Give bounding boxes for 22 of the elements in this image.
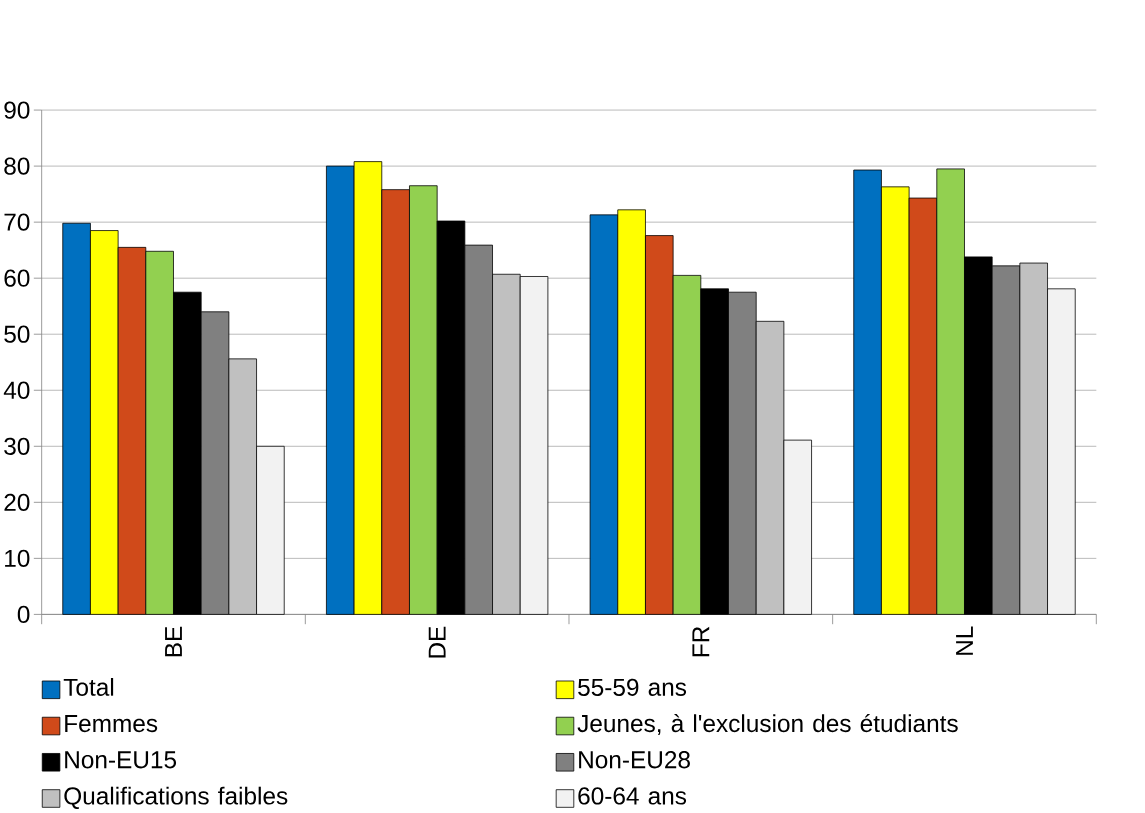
- y-tick-label: 30: [4, 437, 30, 455]
- y-tick-label: 0: [17, 605, 30, 623]
- legend-label: Non-EU28: [579, 751, 690, 769]
- x-tick-label: NL: [956, 626, 973, 655]
- y-tick-label: 50: [4, 325, 30, 343]
- y-tick-label: 10: [5, 549, 30, 567]
- y-tick-label: 70: [4, 213, 30, 231]
- x-tick-label: FR: [692, 626, 710, 657]
- legend-label: 60-64 ans: [578, 787, 687, 805]
- y-tick-label: 60: [4, 269, 30, 287]
- legend-label: Jeunes, à l'exclusion des étudiants: [577, 713, 958, 735]
- y-tick-label: 90: [4, 101, 30, 119]
- legend-label: Total: [63, 677, 114, 696]
- legend-label: Non-EU15: [65, 751, 177, 769]
- x-tick-label: BE: [165, 626, 182, 657]
- y-tick-label: 20: [4, 493, 30, 511]
- legend-label: Qualifications faibles: [64, 786, 288, 809]
- legend-label: Femmes: [65, 715, 158, 733]
- y-tick-label: 40: [3, 381, 30, 399]
- legend-label: 55-59 ans: [578, 678, 687, 696]
- y-tick-label: 80: [4, 157, 30, 175]
- x-tick-label: DE: [428, 626, 446, 658]
